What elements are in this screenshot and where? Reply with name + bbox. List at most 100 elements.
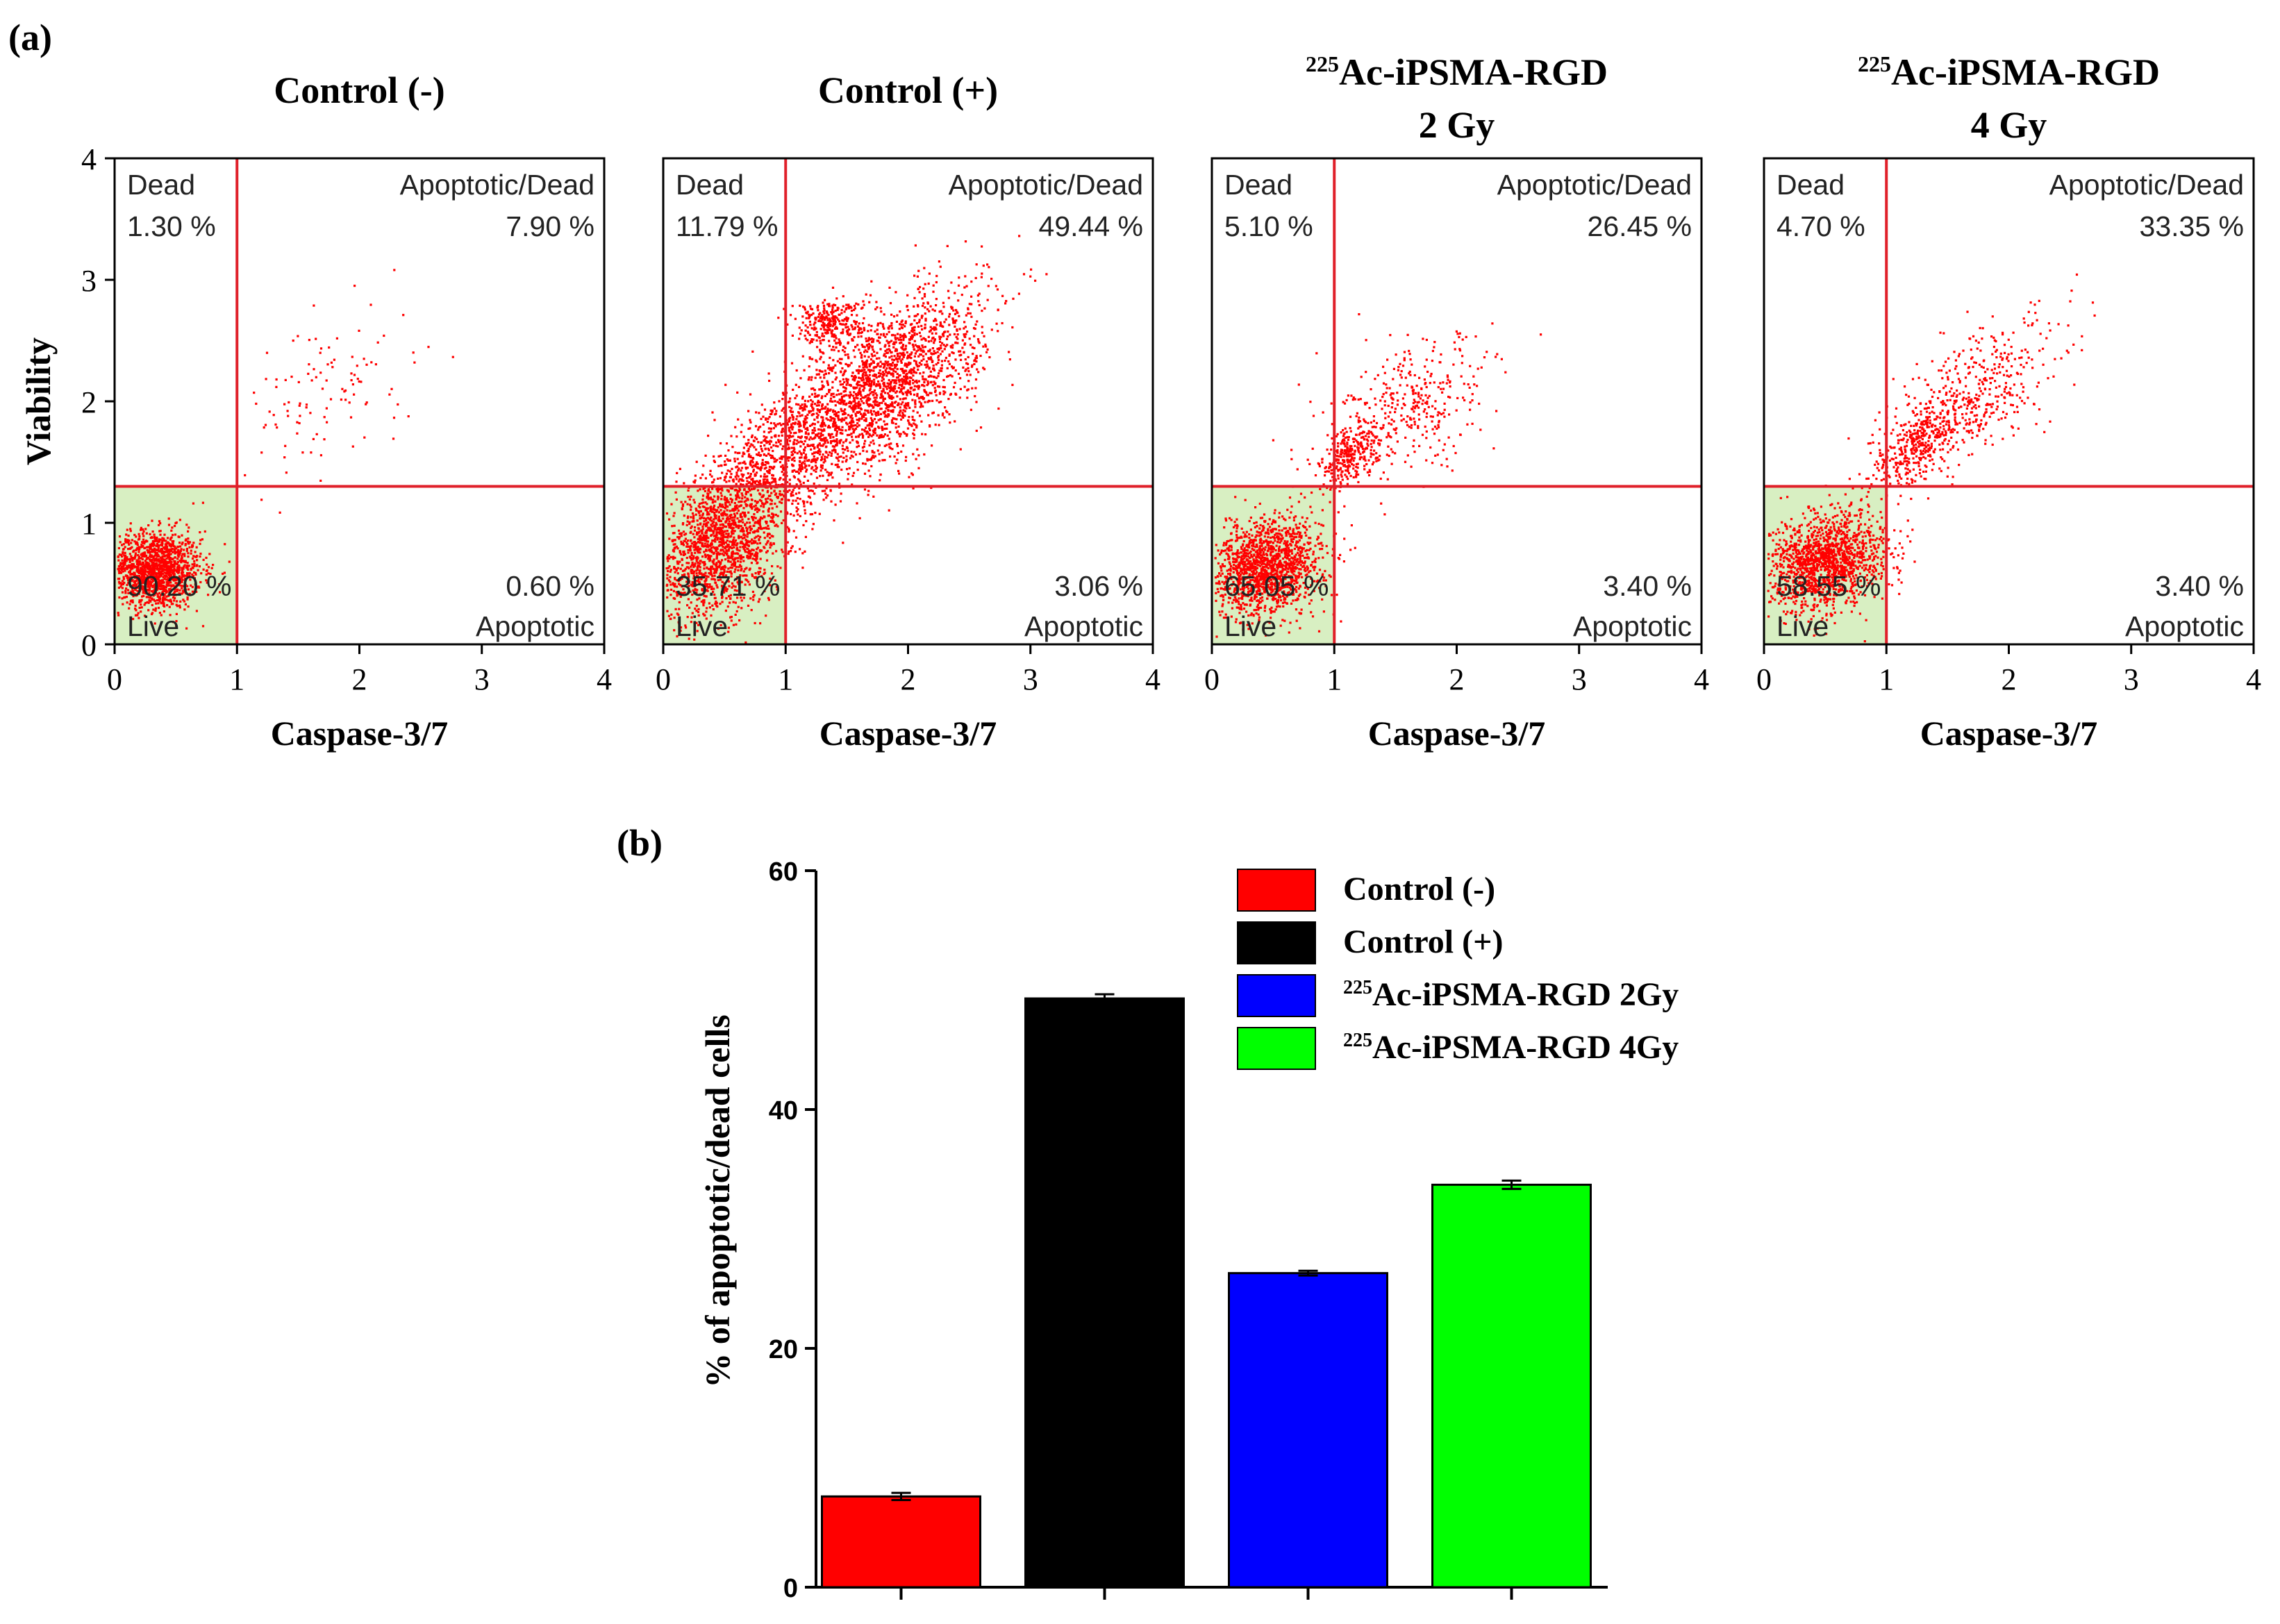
scatter-point — [801, 415, 804, 417]
scatter-point — [754, 522, 756, 524]
scatter-point — [751, 542, 753, 544]
scatter-point — [883, 328, 885, 330]
scatter-point — [776, 565, 779, 567]
scatter-point — [742, 560, 744, 562]
scatter-point — [740, 525, 742, 527]
scatter-point — [954, 333, 956, 335]
y-tick-label: 0 — [81, 628, 97, 662]
scatter-point — [706, 529, 708, 531]
scatter-point — [933, 412, 935, 414]
scatter-point — [699, 551, 701, 553]
scatter-point — [144, 603, 146, 605]
scatter-point — [950, 281, 952, 283]
scatter-point — [799, 451, 801, 453]
scatter-point — [962, 340, 964, 342]
scatter-point — [698, 505, 700, 507]
scatter-point — [142, 530, 144, 533]
scatter-point — [865, 362, 867, 365]
scatter-point — [888, 331, 890, 333]
scatter-point — [871, 419, 873, 421]
scatter-point — [921, 384, 923, 386]
scatter-point — [789, 417, 791, 419]
scatter-point — [121, 597, 123, 599]
scatter-point — [179, 519, 181, 521]
scatter-point — [877, 411, 879, 413]
scatter-point — [692, 555, 694, 558]
scatter-point — [719, 549, 722, 551]
scatter-point — [816, 477, 818, 479]
scatter-point — [949, 334, 951, 336]
scatter-point — [920, 335, 922, 337]
scatter-point — [791, 503, 793, 505]
scatter-point — [922, 351, 924, 353]
scatter-point — [847, 382, 849, 384]
scatter-point — [290, 376, 292, 378]
scatter-point — [859, 517, 861, 519]
scatter-point — [130, 564, 132, 567]
scatter-point — [899, 355, 901, 358]
scatter-point — [849, 392, 851, 394]
scatter-point — [858, 377, 860, 379]
scatter-point — [731, 519, 733, 521]
scatter-point — [836, 401, 838, 403]
scatter-point — [124, 555, 126, 557]
scatter-point — [319, 480, 322, 482]
scatter-point — [924, 318, 926, 320]
scatter-point — [696, 605, 698, 607]
scatter-point — [901, 326, 903, 328]
scatter-point — [127, 542, 129, 544]
scatter-point — [253, 392, 255, 394]
scatter-point — [837, 464, 839, 466]
scatter-point — [754, 622, 756, 624]
scatter-point — [880, 333, 882, 335]
scatter-point — [292, 340, 294, 342]
scatter-point — [906, 433, 908, 435]
scatter-point — [792, 419, 794, 421]
scatter-point — [181, 548, 183, 550]
scatter-point — [313, 438, 315, 440]
scatter-point — [876, 358, 878, 360]
scatter-point — [1012, 298, 1014, 300]
scatter-point — [740, 505, 742, 507]
scatter-point — [940, 321, 942, 324]
scatter-point — [166, 558, 168, 560]
scatter-point — [748, 545, 750, 547]
scatter-point — [972, 353, 974, 355]
scatter-point — [763, 527, 765, 529]
scatter-point — [413, 351, 415, 353]
scatter-point — [771, 565, 773, 567]
scatter-point — [900, 451, 902, 453]
scatter-point — [202, 502, 204, 504]
scatter-point — [149, 533, 151, 535]
scatter-point — [888, 446, 890, 448]
scatter-point — [760, 558, 762, 560]
scatter-point — [741, 492, 743, 494]
scatter-point — [804, 460, 806, 462]
scatter-point — [686, 557, 688, 559]
scatter-point — [933, 342, 935, 344]
scatter-point — [831, 433, 833, 435]
scatter-point — [358, 330, 360, 332]
scatter-point — [888, 345, 890, 347]
scatter-point — [908, 315, 910, 317]
scatter-point — [753, 525, 755, 527]
scatter-point — [941, 312, 943, 315]
scatter-point — [888, 364, 890, 366]
scatter-point — [878, 357, 880, 359]
scatter-point — [856, 422, 858, 424]
scatter-point — [922, 378, 924, 380]
scatter-point — [835, 424, 838, 426]
scatter-point — [131, 558, 133, 560]
scatter-point — [894, 335, 896, 337]
scatter-point — [874, 455, 876, 458]
scatter-point — [148, 564, 150, 566]
scatter-point — [163, 602, 165, 604]
scatter-point — [365, 364, 367, 366]
scatter-point — [896, 395, 898, 397]
scatter-point — [897, 470, 899, 472]
scatter-point — [976, 430, 978, 432]
scatter-point — [287, 415, 289, 417]
scatter-point — [838, 350, 840, 352]
scatter-point — [942, 412, 944, 415]
scatter-point — [901, 401, 904, 403]
